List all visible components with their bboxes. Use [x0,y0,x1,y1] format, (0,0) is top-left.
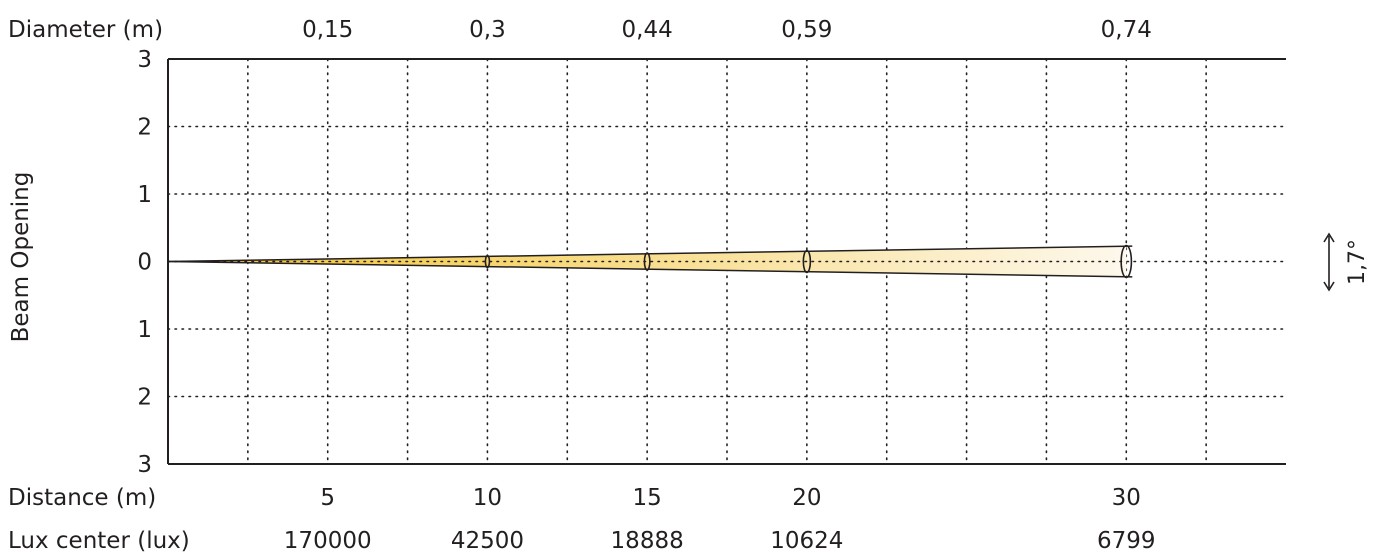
y-tick-label: 3 [137,452,152,478]
y-tick-label: 0 [137,250,152,276]
beam-cone [167,245,1133,278]
distance-values: 5 10 15 20 30 [320,485,1141,511]
y-axis-label: Beam Opening [8,172,34,343]
beam-edge-bottom [167,260,1133,278]
y-tick-label: 2 [137,115,152,141]
lux-values: 170000 42500 18888 10624 6799 [284,528,1156,554]
plot-frame [167,58,1286,465]
y-tick-label: 3 [137,47,152,73]
arrow-head-up [1323,232,1335,243]
lux-value: 18888 [611,528,684,554]
lux-row-label: Lux center (lux) [8,528,190,554]
diameter-value: 0,74 [1101,17,1152,43]
y-tick-label: 1 [137,317,152,343]
lux-value: 10624 [770,528,843,554]
distance-value: 20 [792,485,821,511]
arrow-head-down [1323,281,1335,292]
lux-value: 6799 [1097,528,1156,554]
beam-fill [168,246,1127,277]
diameter-ellipse [643,252,651,271]
distance-row-label: Distance (m) [8,485,156,511]
lux-value: 42500 [451,528,524,554]
diameter-value: 0,59 [781,17,832,43]
y-tick-label: 2 [137,385,152,411]
distance-value: 5 [320,485,335,511]
diameter-row-label: Diameter (m) [8,17,163,43]
lux-value: 170000 [284,528,372,554]
diameter-ellipse [802,249,812,274]
beam-edge-top [167,245,1133,263]
distance-value: 10 [473,485,502,511]
distance-value: 15 [633,485,662,511]
diameter-ellipses [484,244,1133,279]
diameter-value: 0,44 [622,17,673,43]
y-tick-labels: 3 2 1 0 1 2 3 [137,47,152,478]
diameter-ellipse [1120,244,1133,279]
diameter-ellipse [484,254,491,269]
beam-angle-label: 1,7° [1345,239,1370,285]
diameter-value: 0,15 [302,17,353,43]
diameter-values: 0,15 0,3 0,44 0,59 0,74 [302,17,1152,43]
y-tick-label: 1 [137,182,152,208]
distance-value: 30 [1112,485,1141,511]
beam-angle-arrow [1323,232,1335,292]
diameter-value: 0,3 [469,17,506,43]
